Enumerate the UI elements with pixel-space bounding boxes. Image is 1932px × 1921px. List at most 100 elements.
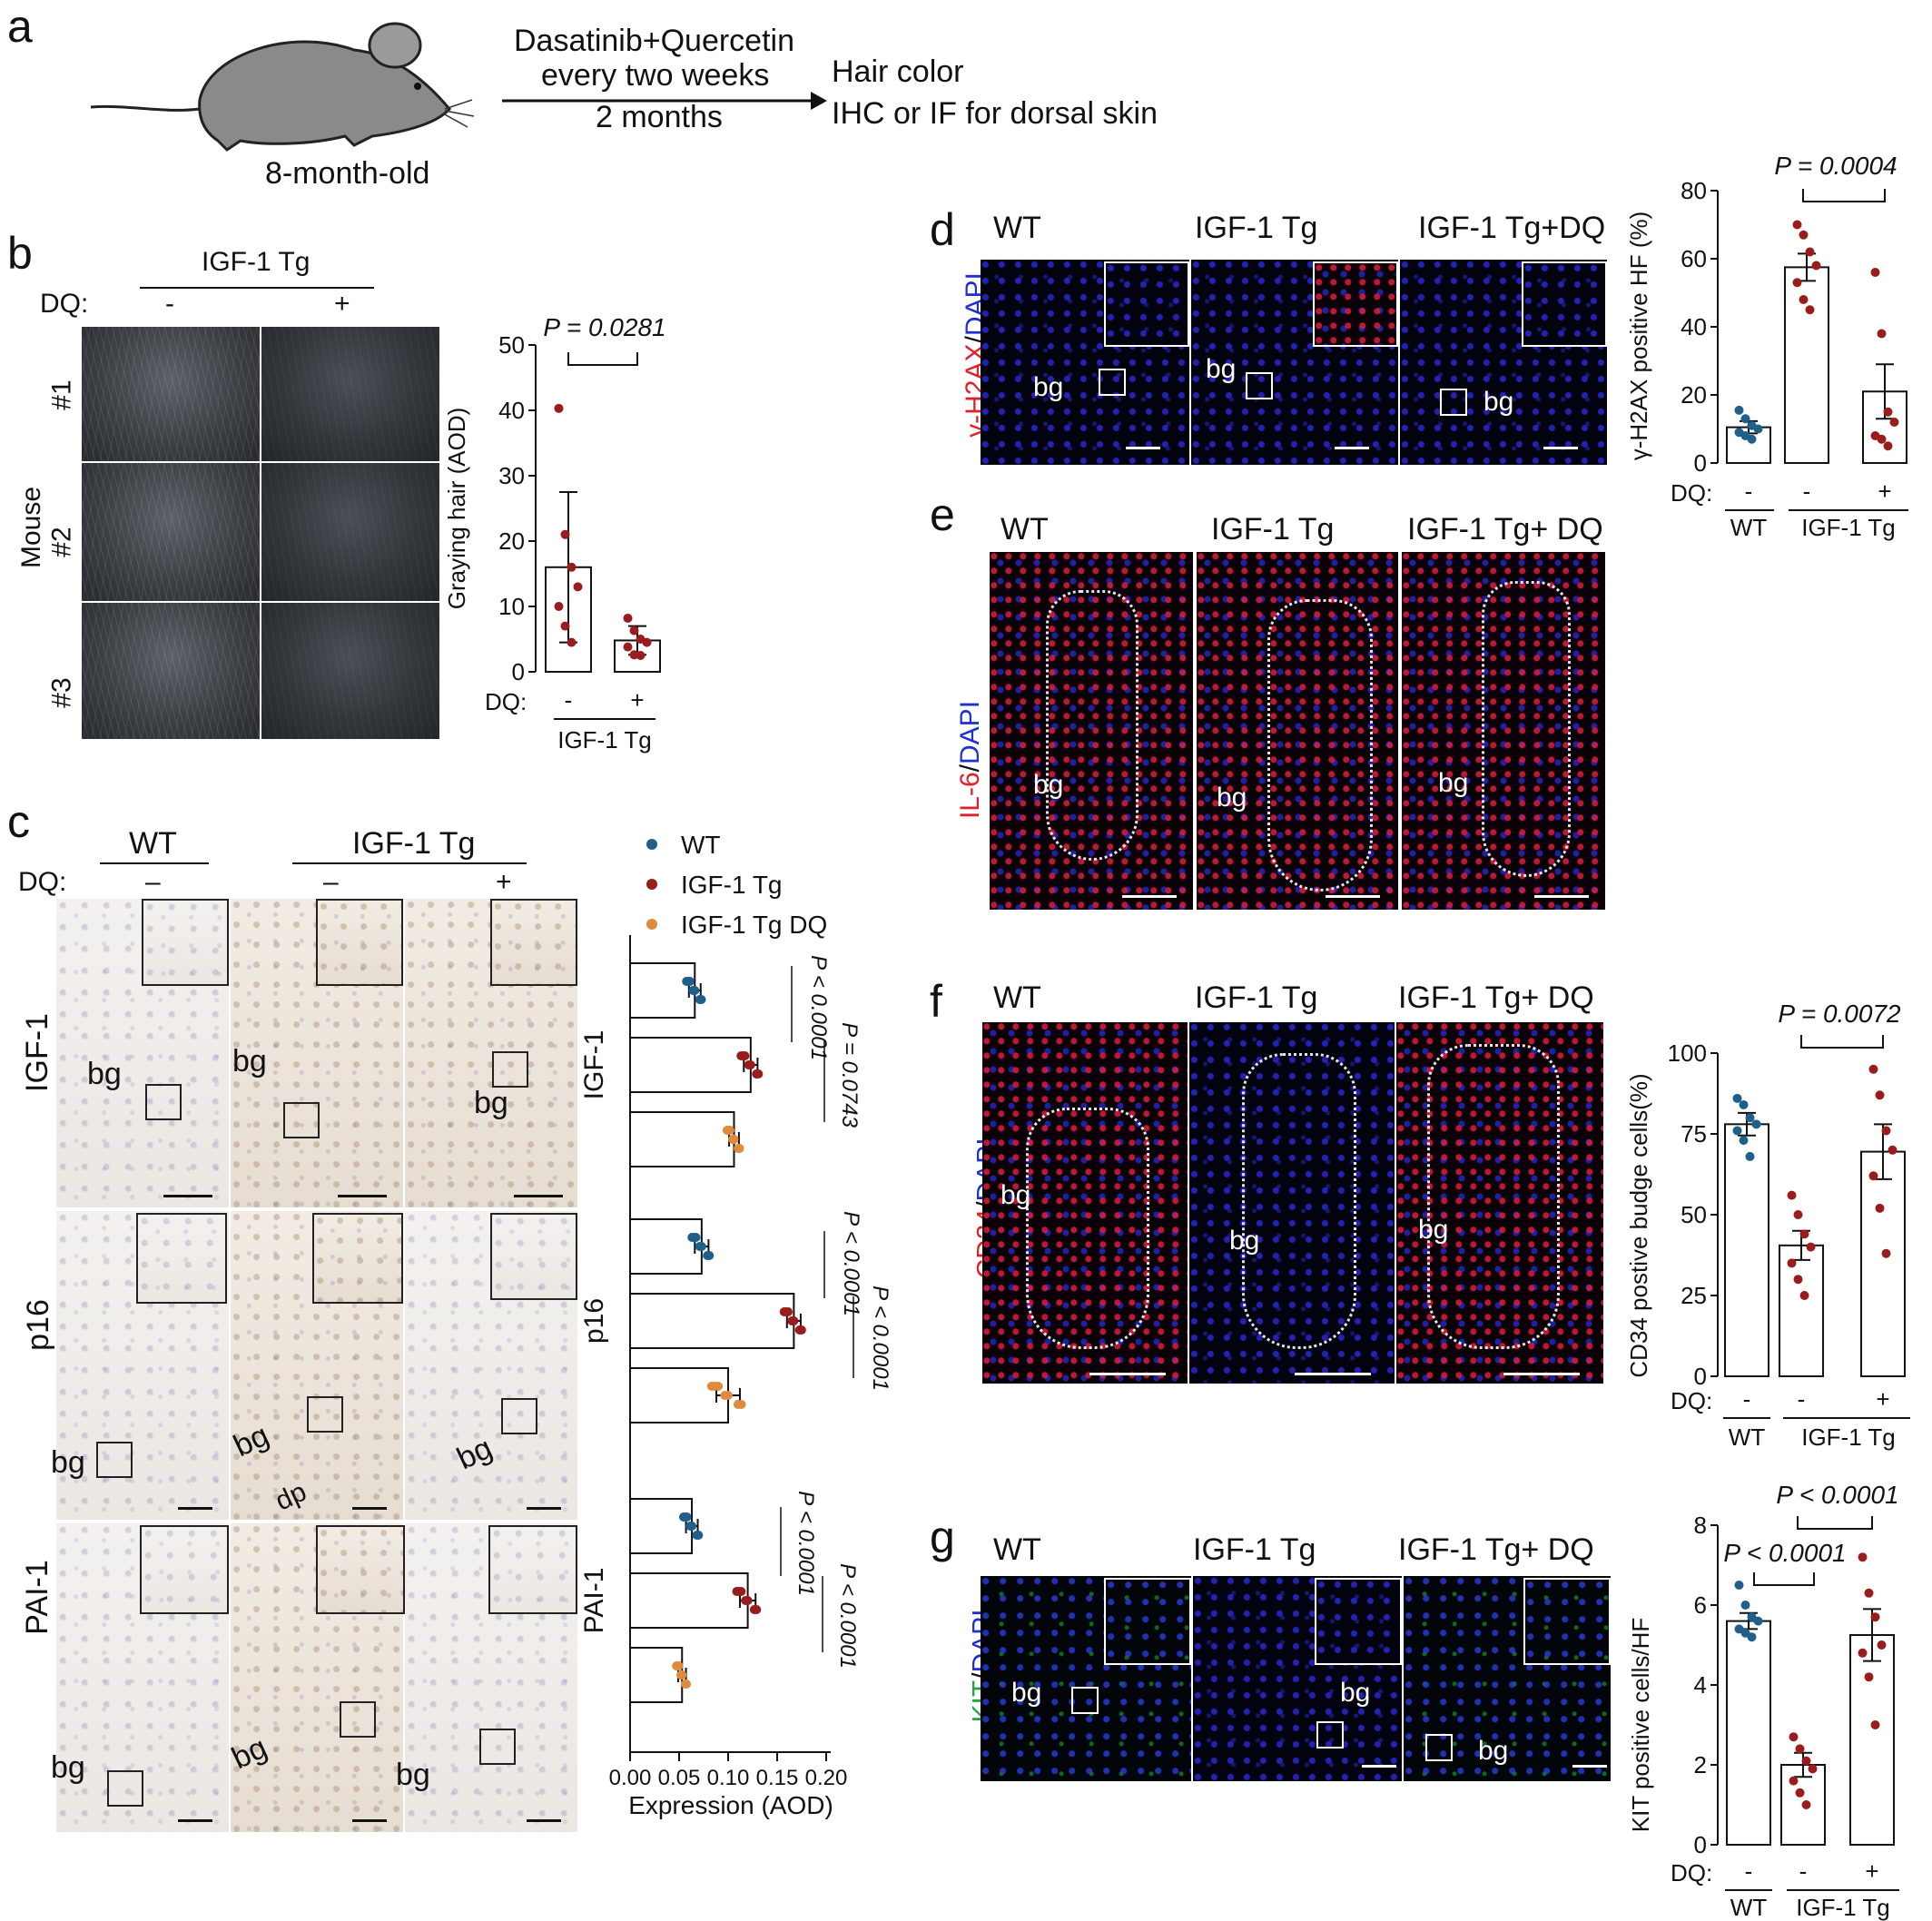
- if-h2ax-tg: [1191, 260, 1398, 465]
- inset-pai1-wt: [140, 1525, 229, 1614]
- treatment-line1: Dasatinib+Quercetin: [514, 24, 795, 58]
- chart-c-p-pai1-a: P < 0.0001: [794, 1491, 818, 1596]
- data-point: [1747, 434, 1757, 444]
- inset-pai1-tg: [316, 1525, 405, 1614]
- data-point: [754, 1069, 764, 1079]
- data-point: [1787, 1258, 1797, 1268]
- y-tick-label: 50: [498, 331, 525, 359]
- svg-text:-: -: [1745, 478, 1753, 505]
- panel-b-header-line: [140, 287, 374, 289]
- follicle-outline: [1046, 590, 1138, 861]
- panel-g-label: g: [930, 1512, 955, 1562]
- bar: [629, 962, 696, 1019]
- y-tick-label: 40: [498, 397, 525, 424]
- y-tick-label: 0: [1694, 449, 1707, 477]
- panel-c-col-tg: IGF-1 Tg: [352, 826, 476, 861]
- data-point: [1801, 1756, 1811, 1766]
- panel-d-label: d: [930, 204, 955, 255]
- data-point: [1881, 1248, 1891, 1258]
- data-point: [1793, 1275, 1803, 1285]
- panel-b-dq-label: DQ:: [40, 289, 89, 319]
- bg-label: bg: [1229, 1226, 1260, 1256]
- y-tick-label: 4: [1694, 1671, 1707, 1699]
- data-point: [690, 986, 700, 995]
- chart-b-cat-minus: -: [565, 686, 573, 714]
- scale-bar: [1572, 1765, 1607, 1768]
- roi-p16-tg: [307, 1396, 343, 1433]
- y-tick-label: 100: [1668, 1039, 1707, 1067]
- roi-pai1-tgdq: [479, 1729, 516, 1765]
- roi-h2ax-tg: [1246, 372, 1273, 399]
- inset-h2ax-wt: [1104, 261, 1189, 347]
- chart-d-ylabel: γ-H2AX positive HF (%): [1625, 212, 1652, 461]
- data-point: [1801, 1800, 1811, 1809]
- bg-label: bg: [51, 1445, 85, 1480]
- svg-text:+: +: [1878, 478, 1891, 505]
- chart-b-cat-plus: +: [630, 686, 644, 714]
- data-point: [1734, 405, 1744, 415]
- data-point: [567, 637, 577, 647]
- inset-igf1-tg: [316, 899, 403, 986]
- y-tick-label: 80: [1681, 177, 1707, 204]
- chart-c-p-igf1-a: P < 0.0001: [806, 955, 831, 1060]
- inset-kit-tg: [1315, 1578, 1402, 1665]
- inset-kit-tgdq: [1523, 1578, 1611, 1665]
- data-point: [642, 637, 652, 647]
- bar: [1724, 1123, 1769, 1377]
- data-point: [1793, 1210, 1803, 1219]
- chart-c-p-p16-a: P < 0.0001: [839, 1211, 863, 1316]
- bar: [629, 1218, 703, 1275]
- readout-ihc-if: IHC or IF for dorsal skin: [832, 96, 1158, 131]
- panel-g-col-tg: IGF-1 Tg: [1193, 1532, 1316, 1567]
- roi-h2ax-tgdq: [1440, 389, 1467, 416]
- scale-bar: [163, 1195, 212, 1197]
- panel-b-mouse-axis: Mouse: [16, 486, 47, 569]
- inset-p16-tgdq: [490, 1213, 577, 1300]
- data-point: [1734, 1581, 1744, 1590]
- if-il6-tgdq: [1402, 552, 1605, 910]
- scale-bar: [1326, 895, 1380, 898]
- data-point: [745, 1060, 755, 1069]
- bg-label: bg: [1033, 372, 1064, 402]
- chart-f-group-wt: WT: [1729, 1424, 1766, 1451]
- panel-g-col-tgdq: IGF-1 Tg+ DQ: [1398, 1532, 1594, 1567]
- bg-label: bg: [396, 1758, 430, 1792]
- bg-label: bg: [1011, 1678, 1042, 1708]
- data-point: [1870, 1720, 1880, 1729]
- group-label: IGF-1: [581, 1030, 609, 1100]
- roi-igf1-tg: [283, 1102, 320, 1138]
- panel-f-col-tgdq: IGF-1 Tg+ DQ: [1398, 980, 1594, 1015]
- panel-d-col-tg: IGF-1 Tg: [1195, 211, 1318, 245]
- data-point: [1795, 1788, 1805, 1798]
- group-label: PAI-1: [581, 1568, 609, 1634]
- chart-g: KIT positive cells/HF 0 2 4 6 8 P < 0.0001 P…: [1627, 1481, 1899, 1921]
- panel-f-label: f: [930, 976, 942, 1027]
- roi-kit-tgdq: [1425, 1734, 1453, 1761]
- data-point: [1745, 1113, 1755, 1123]
- panel-c-row-p16: p16: [20, 1299, 55, 1351]
- scale-bar: [1534, 895, 1589, 898]
- bar: [629, 1647, 684, 1703]
- roi-kit-tg: [1316, 1721, 1344, 1749]
- y-tick-label: 0: [1694, 1363, 1707, 1390]
- bg-label: bg: [474, 1086, 508, 1120]
- chart-c: WT IGF-1 Tg IGF-1 Tg DQ 0.00 0.05 0.10 0.15 0.…: [581, 831, 890, 1819]
- chart-g-group-wt: WT: [1730, 1894, 1768, 1921]
- data-point: [1787, 1190, 1797, 1200]
- bg-label: bg: [1418, 1215, 1449, 1245]
- fur-photo-1-minus: [82, 327, 260, 461]
- legend-marker: [646, 879, 657, 890]
- panel-c-label: c: [7, 796, 30, 847]
- panel-c-dq-1: –: [145, 867, 161, 897]
- treatment-duration: 2 months: [596, 100, 723, 134]
- data-point: [1870, 268, 1880, 277]
- inset-pai1-tgdq: [488, 1525, 577, 1614]
- inset-h2ax-tg: [1313, 261, 1398, 347]
- scale-bar: [1543, 447, 1578, 449]
- chart-f-dq-label: DQ:: [1671, 1387, 1712, 1414]
- data-point: [685, 977, 695, 986]
- x-tick-label: 0.15: [756, 1766, 799, 1790]
- bar: [1862, 390, 1907, 464]
- scale-bar: [1122, 895, 1177, 898]
- legend-label: IGF-1 Tg DQ: [681, 911, 827, 939]
